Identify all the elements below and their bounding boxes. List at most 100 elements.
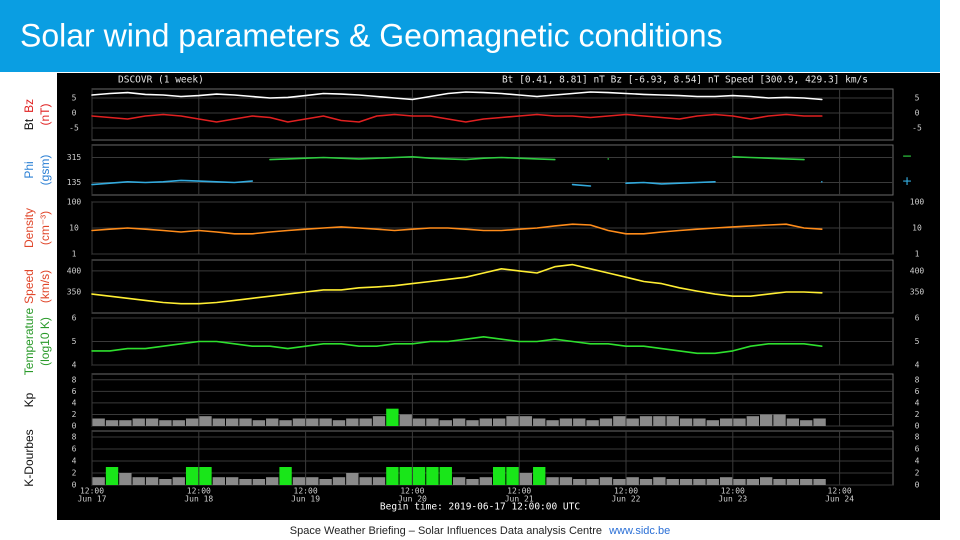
y-tick-label: 2 [72, 469, 77, 478]
bar [199, 467, 212, 485]
bar [599, 477, 613, 485]
bar [359, 418, 372, 426]
footer: Space Weather Briefing – Solar Influence… [290, 525, 670, 537]
y-axis-unit: (gsm) [38, 155, 52, 186]
bar [533, 467, 546, 485]
y-tick-label: 6 [72, 314, 77, 323]
bar [559, 477, 573, 485]
x-tick-label: 12:00 [187, 487, 211, 496]
series-line [269, 156, 805, 161]
bar [719, 418, 733, 426]
bar [159, 479, 172, 485]
bar [185, 467, 199, 485]
bar [212, 477, 225, 485]
y-tick-label-right: 0 [915, 422, 920, 431]
bar [386, 408, 399, 426]
bar [466, 479, 479, 485]
bar [493, 418, 506, 426]
y-tick-label: 2 [72, 410, 77, 419]
y-tick-label: 100 [67, 198, 82, 207]
series-line [91, 223, 823, 235]
x-tick-date: Jun 23 [718, 495, 747, 504]
bar [533, 418, 546, 426]
y-tick-label-right: 100 [910, 198, 925, 207]
y-tick-label-right: 10 [912, 224, 922, 233]
series-line [91, 336, 823, 355]
bar [132, 477, 145, 485]
bar [586, 420, 599, 426]
y-axis-label: Phi [22, 161, 36, 178]
bar [452, 418, 466, 426]
panel-frame [91, 88, 894, 141]
bar [546, 420, 559, 426]
series-line [91, 263, 823, 305]
y-axis-label: Density [22, 208, 36, 248]
bar [426, 418, 439, 426]
x-tick-label: 12:00 [294, 487, 318, 496]
bar [306, 477, 319, 485]
bar [613, 416, 626, 426]
bar [706, 479, 719, 485]
x-tick-date: Jun 21 [505, 495, 534, 504]
bar [813, 418, 826, 426]
bar [613, 479, 626, 485]
y-tick-label: 5 [72, 94, 77, 103]
bar [573, 418, 586, 426]
bar [132, 418, 145, 426]
bar [760, 477, 773, 485]
bar [159, 420, 172, 426]
bar [319, 418, 332, 426]
y-tick-label-right: 350 [910, 287, 925, 296]
bar [653, 416, 666, 426]
bar [306, 418, 319, 426]
y-axis-unit: (nT) [38, 104, 52, 126]
bar [185, 418, 199, 426]
x-tick-label: 12:00 [507, 487, 531, 496]
bar [92, 418, 105, 426]
y-tick-label: 6 [72, 445, 77, 454]
series-line [91, 91, 823, 101]
bar [479, 477, 492, 485]
y-axis-label-part: Speed [22, 269, 36, 304]
x-tick-date: Jun 17 [78, 495, 107, 504]
bar [119, 420, 132, 426]
bar [506, 467, 519, 485]
y-axis-label-part: Bt [22, 118, 36, 130]
y-tick-label: 4 [72, 361, 77, 370]
bar [800, 420, 813, 426]
y2-tick-label: + [902, 174, 911, 191]
bar [239, 418, 252, 426]
y-tick-label: 135 [67, 178, 82, 187]
bar [105, 467, 119, 485]
bar [226, 418, 239, 426]
footer-text: Space Weather Briefing – Solar Influence… [290, 525, 602, 537]
bar [586, 479, 599, 485]
x-tick-label: 12:00 [614, 487, 638, 496]
x-tick-label: 12:00 [80, 487, 104, 496]
footer-link[interactable]: www.sidc.be [608, 525, 670, 537]
bar [773, 414, 786, 426]
bar [746, 479, 759, 485]
bar [519, 416, 533, 426]
y-axis-label-part: Temperature [22, 307, 36, 375]
bar [706, 420, 719, 426]
bar [773, 479, 786, 485]
bar [292, 418, 306, 426]
bar [519, 473, 533, 485]
plot-ranges: Bt [0.41, 8.81] nT Bz [-6.93, 8.54] nT S… [502, 75, 868, 86]
bar [786, 479, 800, 485]
bar [800, 479, 813, 485]
y-axis-unit: (cm⁻³) [38, 211, 52, 245]
bar [399, 414, 412, 426]
bar [319, 479, 332, 485]
bar [226, 477, 239, 485]
bar [172, 477, 185, 485]
bar [733, 418, 746, 426]
bar [386, 467, 399, 485]
y-tick-label: 5 [72, 337, 77, 346]
bar [693, 418, 706, 426]
y-axis-label-part: K-Dourbes [22, 429, 36, 486]
bar [813, 479, 826, 485]
